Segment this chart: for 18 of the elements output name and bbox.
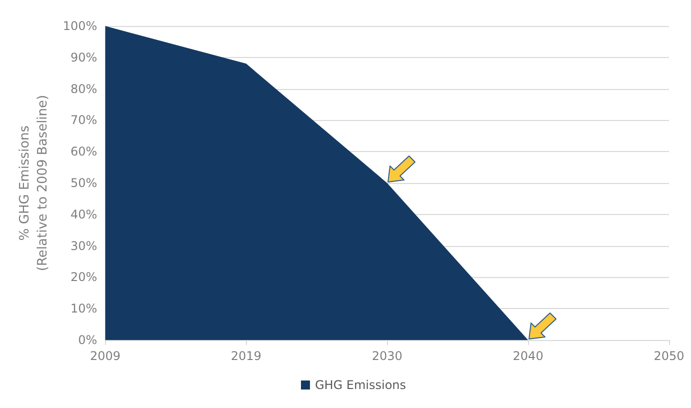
x-tick-label: 2040 xyxy=(512,349,544,363)
y-tick-label: 50% xyxy=(70,176,98,190)
y-tick-label: 100% xyxy=(62,19,98,33)
y-tick-label: 20% xyxy=(70,270,98,284)
y-tick-label: 70% xyxy=(70,113,98,128)
x-tick-label: 2030 xyxy=(372,349,402,363)
y-tick-label: 0% xyxy=(78,333,98,347)
y-tick-label: 30% xyxy=(70,238,98,253)
y-tick-label: 60% xyxy=(70,144,98,159)
y-axis-title: % GHG Emissions (Relative to 2009 Baseline) xyxy=(18,94,50,272)
y-tick-label: 80% xyxy=(70,82,98,96)
y-tick-label: 40% xyxy=(70,207,98,222)
legend-label: GHG Emissions xyxy=(314,378,406,392)
x-tick-label: 2009 xyxy=(90,349,120,363)
y-tick-label: 10% xyxy=(70,302,98,316)
x-tick-label: 2019 xyxy=(230,349,262,363)
x-tick-label: 2050 xyxy=(654,349,684,363)
y-tick-label: 90% xyxy=(70,50,98,64)
